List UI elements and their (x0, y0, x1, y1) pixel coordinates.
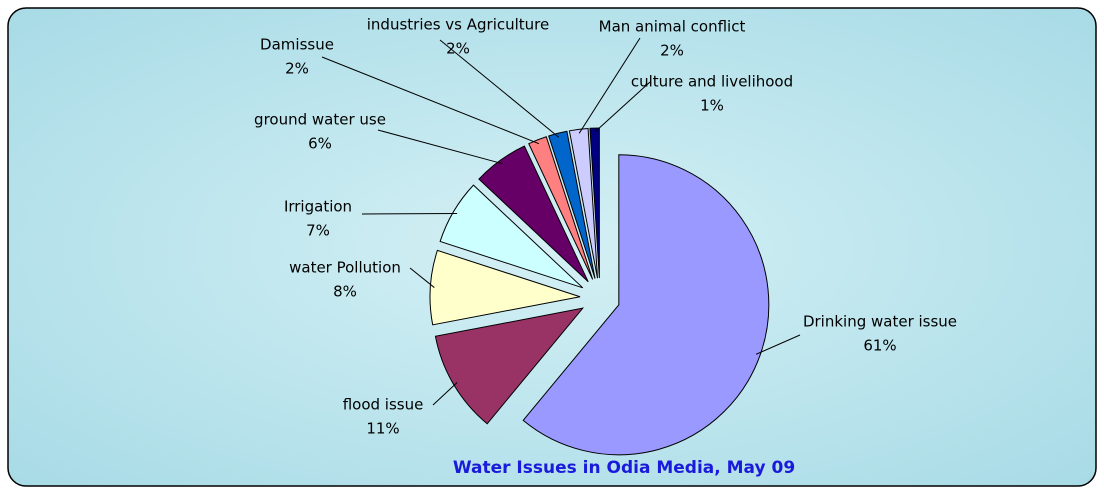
leader-line (361, 212, 458, 215)
leader-line (439, 39, 560, 138)
leader-line (409, 267, 435, 288)
pie-slice (522, 154, 770, 456)
slice-value-label: 2% (446, 40, 470, 58)
leader-line (321, 56, 540, 145)
slice-value-label: 2% (660, 42, 684, 60)
slice-label: industries vs Agriculture (367, 16, 550, 34)
pie-slice (439, 184, 584, 289)
leader-line (432, 382, 458, 406)
slice-label: Drinking water issue (803, 313, 957, 331)
pie-slice (434, 307, 585, 425)
pie-slice (429, 249, 581, 326)
slice-value-label: 61% (863, 337, 896, 355)
slice-label: culture and livelihood (631, 73, 793, 91)
slice-value-label: 11% (366, 420, 399, 438)
leader-line (377, 129, 503, 165)
slice-value-label: 6% (308, 135, 332, 153)
slice-value-label: 7% (306, 222, 330, 240)
pie-slice (478, 145, 589, 283)
chart-title: Water Issues in Odia Media, May 09 (453, 458, 795, 478)
slice-label: ground water use (254, 111, 386, 129)
slice-value-label: 1% (700, 97, 724, 115)
slice-label: Damissue (260, 36, 334, 54)
leader-line (578, 37, 641, 134)
pie-slice (548, 130, 596, 279)
leader-line (594, 81, 651, 133)
pie-slice (528, 136, 594, 280)
slice-value-label: 8% (333, 283, 357, 301)
slice-label: water Pollution (289, 259, 401, 277)
slice-label: flood issue (343, 396, 424, 414)
slice-label: Man animal conflict (599, 18, 746, 36)
slice-value-label: 2% (285, 60, 309, 78)
leader-line (755, 334, 801, 355)
pie-slice (568, 127, 598, 279)
slice-label: Irrigation (284, 198, 352, 216)
